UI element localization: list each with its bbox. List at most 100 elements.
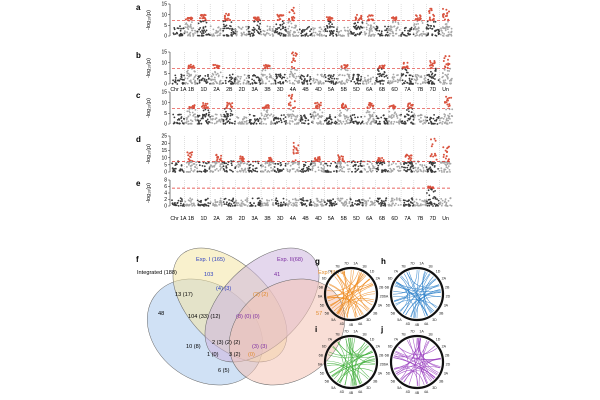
snp-point (266, 161, 269, 164)
snp-point (326, 27, 329, 29)
snp-point (433, 83, 436, 85)
snp-point (406, 204, 408, 206)
significant-snp-point (429, 61, 432, 64)
snp-point (212, 34, 215, 37)
snp-point (173, 33, 175, 36)
snp-point (235, 199, 238, 202)
snp-point (227, 115, 230, 118)
snp-point (313, 202, 316, 205)
snp-point (378, 73, 381, 75)
snp-point (268, 161, 271, 164)
chromosome-label: 6D (391, 87, 398, 93)
snp-point (245, 25, 248, 28)
snp-point (194, 29, 196, 32)
snp-point (291, 161, 294, 164)
snp-point (255, 76, 258, 79)
snp-point (278, 75, 281, 77)
snp-point (280, 201, 282, 204)
snp-point (223, 27, 226, 30)
significant-snp-point (292, 141, 295, 144)
snp-point (348, 119, 351, 121)
snp-point (388, 170, 390, 173)
snp-point (388, 115, 390, 118)
snp-point (286, 163, 289, 165)
snp-point (211, 78, 214, 81)
snp-point (186, 72, 189, 74)
snp-point (208, 111, 210, 114)
snp-point (443, 113, 446, 116)
snp-point (269, 29, 271, 31)
snp-point (295, 24, 297, 27)
snp-point (184, 204, 186, 207)
significant-snp-point (278, 14, 281, 17)
snp-point (269, 74, 272, 77)
snp-point (425, 166, 428, 169)
snp-point (306, 75, 309, 77)
snp-point (400, 75, 403, 77)
snp-point (274, 162, 277, 165)
significant-snp-point (202, 14, 205, 17)
snp-point (222, 201, 225, 203)
snp-point (270, 166, 272, 169)
snp-point (334, 122, 337, 125)
snp-point (419, 163, 422, 166)
y-tick-label: 10 (161, 60, 167, 66)
snp-point (210, 115, 213, 117)
snp-point (193, 169, 196, 171)
snp-point (411, 162, 413, 165)
snp-point (248, 26, 250, 28)
snp-point (215, 122, 218, 124)
snp-point (427, 170, 429, 173)
snp-point (185, 118, 188, 121)
interaction-link (358, 356, 375, 384)
snp-point (288, 200, 291, 202)
snp-point (209, 116, 212, 118)
significant-snp-point (224, 15, 226, 18)
snp-point (378, 120, 381, 123)
snp-point (404, 34, 407, 37)
chromosome-label: 2D (239, 216, 246, 222)
significant-snp-point (289, 101, 292, 104)
snp-point (175, 31, 178, 34)
chromosome-label: 6A (384, 363, 389, 367)
snp-point (363, 31, 366, 33)
snp-point (244, 199, 247, 202)
snp-point (448, 169, 451, 171)
snp-point (197, 170, 199, 173)
snp-point (288, 75, 291, 78)
snp-point (417, 166, 420, 169)
snp-point (432, 21, 435, 23)
snp-point (378, 122, 381, 125)
snp-point (275, 28, 277, 30)
snp-point (192, 35, 195, 37)
snp-point (381, 80, 383, 82)
significant-snp-point (409, 159, 412, 162)
snp-point (351, 78, 354, 81)
snp-point (236, 170, 239, 173)
snp-point (202, 30, 204, 33)
significant-snp-point (202, 104, 205, 107)
snp-point (179, 78, 182, 80)
snp-point (369, 161, 372, 164)
snp-point (284, 162, 287, 165)
snp-point (234, 120, 236, 123)
snp-point (427, 32, 430, 35)
snp-point (370, 170, 372, 173)
significant-snp-point (187, 154, 190, 157)
snp-point (442, 75, 444, 78)
circos-panel-h: h 1A1B1D2A2B2D3A3B3D4A4B4D5A5B5D6A6B6D7A7… (381, 257, 451, 327)
snp-point (253, 202, 255, 205)
snp-point (441, 199, 444, 202)
chromosome-label: 2B (379, 353, 384, 357)
snp-point (248, 164, 251, 167)
snp-point (229, 118, 231, 121)
significant-snp-point (293, 12, 296, 15)
venn-count: (2) (2) (253, 292, 268, 298)
snp-point (330, 118, 333, 121)
snp-point (438, 30, 441, 33)
snp-point (236, 75, 239, 78)
snp-point (220, 200, 222, 202)
snp-point (225, 165, 228, 168)
snp-point (257, 27, 260, 30)
